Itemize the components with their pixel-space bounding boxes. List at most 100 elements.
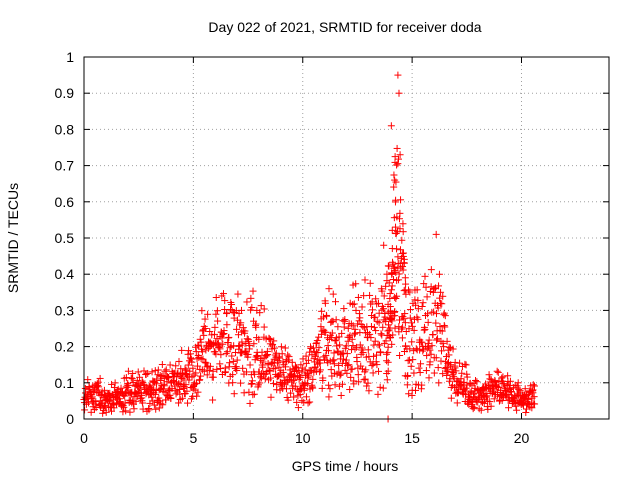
data-point xyxy=(388,340,396,348)
data-point xyxy=(160,382,168,390)
data-point xyxy=(203,363,211,371)
data-point xyxy=(280,373,288,381)
data-point xyxy=(192,348,200,356)
data-point xyxy=(256,379,264,387)
data-point xyxy=(462,391,470,399)
data-point xyxy=(400,315,408,323)
data-point xyxy=(431,285,439,293)
data-point xyxy=(390,183,398,191)
data-point xyxy=(214,317,222,325)
data-point xyxy=(358,303,366,311)
data-point xyxy=(175,399,183,407)
data-point xyxy=(267,360,275,368)
data-point xyxy=(300,384,308,392)
data-point xyxy=(413,286,421,294)
data-point xyxy=(285,353,293,361)
data-point xyxy=(166,361,174,369)
data-point xyxy=(144,369,152,377)
data-point xyxy=(290,393,298,401)
y-tick-label: 0.5 xyxy=(55,230,75,246)
data-point xyxy=(192,369,200,377)
data-point xyxy=(249,287,257,295)
data-point xyxy=(364,346,372,354)
data-point xyxy=(162,366,170,374)
data-point xyxy=(201,315,209,323)
data-point xyxy=(303,380,311,388)
data-point xyxy=(352,306,360,314)
data-point xyxy=(470,390,478,398)
axis-ticks xyxy=(83,56,609,420)
data-point xyxy=(186,367,194,375)
data-point xyxy=(391,176,399,184)
data-point xyxy=(337,391,345,399)
data-point xyxy=(184,399,192,407)
data-point xyxy=(200,367,208,375)
data-point xyxy=(506,384,514,392)
data-point xyxy=(401,310,409,318)
data-point xyxy=(370,323,378,331)
data-point xyxy=(197,338,205,346)
data-point xyxy=(169,377,177,385)
data-point xyxy=(393,276,401,284)
data-point xyxy=(391,198,399,206)
data-point xyxy=(217,351,225,359)
data-point xyxy=(401,347,409,355)
data-point xyxy=(353,343,361,351)
data-point xyxy=(319,313,327,321)
data-point xyxy=(506,377,514,385)
data-point xyxy=(204,310,212,318)
data-point xyxy=(187,354,195,362)
data-point xyxy=(305,372,313,380)
data-point xyxy=(407,319,415,327)
data-point xyxy=(384,367,392,375)
data-point xyxy=(267,393,275,401)
data-point xyxy=(264,351,272,359)
data-point xyxy=(293,398,301,406)
data-point xyxy=(309,375,317,383)
data-point xyxy=(329,290,337,298)
data-point xyxy=(158,361,166,369)
data-point xyxy=(183,387,191,395)
data-point xyxy=(494,368,502,376)
data-point xyxy=(335,333,343,341)
data-point xyxy=(322,352,330,360)
data-point xyxy=(343,369,351,377)
data-point xyxy=(332,316,340,324)
data-point xyxy=(381,313,389,321)
data-point xyxy=(486,398,494,406)
data-point xyxy=(246,361,254,369)
data-point xyxy=(275,372,283,380)
data-point xyxy=(102,408,110,416)
data-point xyxy=(323,312,331,320)
data-point xyxy=(371,313,379,321)
data-point xyxy=(241,327,249,335)
data-point xyxy=(284,396,292,404)
data-point xyxy=(342,356,350,364)
data-point xyxy=(395,215,403,223)
data-point xyxy=(339,317,347,325)
data-point xyxy=(487,376,495,384)
data-point xyxy=(528,404,536,412)
data-point xyxy=(398,334,406,342)
data-point xyxy=(437,288,445,296)
x-tick-label: 0 xyxy=(80,430,88,446)
data-point xyxy=(414,296,422,304)
data-point xyxy=(401,319,409,327)
data-point xyxy=(347,373,355,381)
data-point xyxy=(439,292,447,300)
data-point xyxy=(460,385,468,393)
y-tick-label: 0 xyxy=(66,411,74,427)
data-point xyxy=(409,356,417,364)
data-point xyxy=(398,236,406,244)
data-point xyxy=(261,375,269,383)
data-point xyxy=(205,366,213,374)
data-point xyxy=(435,379,443,387)
data-point xyxy=(388,270,396,278)
data-point xyxy=(329,357,337,365)
data-point xyxy=(287,389,295,397)
data-point xyxy=(426,346,434,354)
data-point xyxy=(215,342,223,350)
data-point xyxy=(204,344,212,352)
data-point xyxy=(263,352,271,360)
data-point xyxy=(182,381,190,389)
